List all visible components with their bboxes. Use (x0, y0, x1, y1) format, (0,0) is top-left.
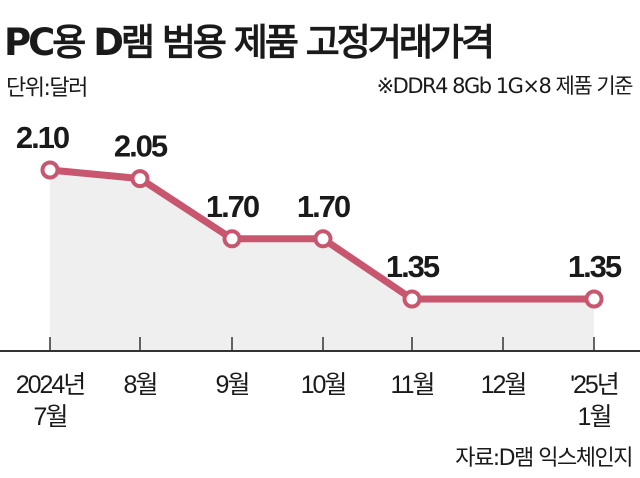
x-tick-label: 10월 (301, 371, 346, 399)
data-label: 1.35 (568, 249, 622, 284)
x-tick-label: 7월 (34, 403, 67, 431)
x-tick-label: '25년 (570, 371, 618, 399)
product-note: ※DDR4 8Gb 1G×8 제품 기준 (376, 74, 634, 98)
data-point (222, 229, 242, 249)
data-point (40, 160, 60, 180)
x-tick-label: 2024년 (16, 371, 85, 399)
data-point (584, 289, 604, 309)
data-label: 1.70 (297, 189, 350, 224)
unit-label: 단위:달러 (6, 76, 88, 101)
data-label: 1.35 (386, 249, 440, 284)
data-label: 2.10 (16, 120, 69, 155)
chart-title: PC용 D램 범용 제품 고정거래가격 (4, 21, 495, 64)
area-fill (50, 170, 594, 351)
x-tick-label: 8월 (124, 371, 157, 399)
data-point (130, 169, 150, 189)
data-label: 2.05 (114, 129, 168, 164)
x-tick-label: 12월 (481, 371, 526, 399)
x-tick-label: 1월 (578, 403, 611, 431)
x-tick-label: 11월 (391, 371, 434, 399)
data-point (313, 229, 333, 249)
source-label: 자료:D램 익스체인지 (455, 446, 633, 471)
x-tick-label: 9월 (216, 371, 249, 399)
data-point (402, 289, 422, 309)
data-label: 1.70 (206, 189, 259, 224)
